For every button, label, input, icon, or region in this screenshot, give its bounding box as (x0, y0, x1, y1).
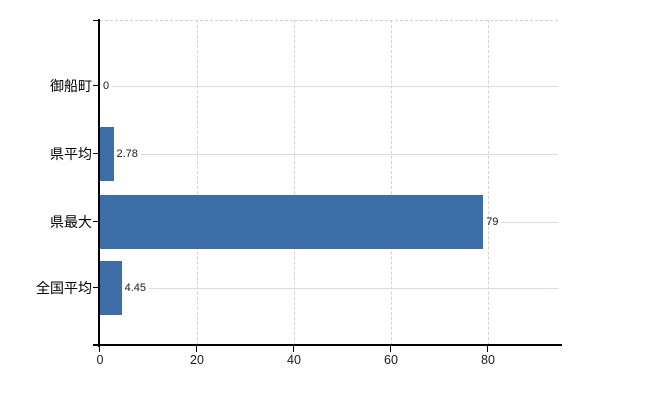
bar (100, 195, 484, 249)
x-tick-label: 0 (96, 353, 104, 367)
x-gridline (488, 20, 489, 345)
x-tick-label: 20 (190, 353, 204, 367)
x-tick-label: 60 (384, 353, 398, 367)
x-tick-label: 40 (287, 353, 301, 367)
plot-top-border (100, 20, 558, 21)
x-gridline (294, 20, 295, 345)
value-label: 0 (103, 80, 110, 92)
y-axis-top-tick (93, 20, 100, 21)
category-gridline (148, 288, 558, 289)
y-axis-tick (93, 287, 100, 288)
x-gridline (197, 20, 198, 345)
x-tick-label: 80 (481, 353, 495, 367)
category-gridline (140, 154, 558, 155)
category-label: 県平均 (50, 146, 92, 162)
value-label: 79 (486, 216, 499, 228)
category-gridline (112, 86, 558, 87)
x-axis-tick (487, 345, 488, 352)
y-axis-tick (93, 153, 100, 154)
y-axis-tick (93, 221, 100, 222)
x-gridline (391, 20, 392, 345)
value-label: 4.45 (124, 282, 147, 294)
category-label: 御船町 (50, 78, 92, 94)
x-axis-tick (99, 345, 100, 352)
bar (100, 261, 122, 315)
y-axis-line (98, 19, 100, 347)
bar (100, 127, 114, 181)
x-axis-tick (196, 345, 197, 352)
value-label: 2.78 (116, 148, 138, 160)
x-axis-tick (293, 345, 294, 352)
x-axis-tick (390, 345, 391, 352)
category-label: 全国平均 (36, 280, 92, 296)
category-label: 県最大 (50, 214, 92, 230)
x-axis-line (93, 344, 562, 346)
y-axis-tick (93, 85, 100, 86)
category-gridline (501, 222, 558, 223)
